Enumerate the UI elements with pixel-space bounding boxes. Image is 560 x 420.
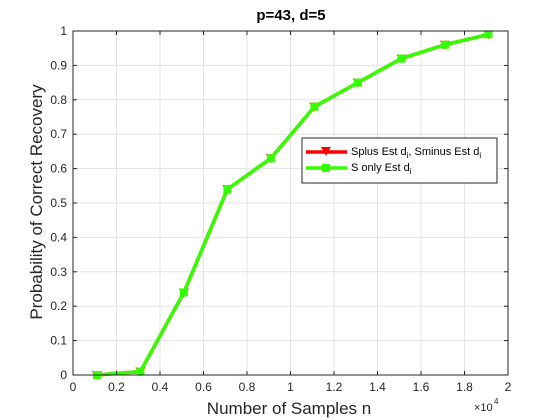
y-tick-label: 0.5: [50, 196, 67, 210]
y-axis-label: Probability of Correct Recovery: [27, 84, 46, 320]
legend-label-2: S only Est di: [351, 162, 412, 176]
x-tick-label: 1: [287, 380, 294, 394]
data-point: [179, 288, 188, 297]
y-tick-label: 0.2: [50, 299, 67, 313]
x-multiplier-base: ×10: [474, 402, 493, 414]
x-tick-label: 1.2: [326, 380, 343, 394]
data-point: [136, 367, 145, 376]
data-point: [440, 40, 449, 49]
y-tick-label: 0.6: [50, 162, 67, 176]
x-tick-label: 1.4: [369, 380, 386, 394]
data-point: [310, 102, 319, 111]
x-tick-label: 1.6: [413, 380, 430, 394]
legend: Splus Est di, Sminus Est di S only Est d…: [301, 137, 498, 184]
data-point: [353, 78, 362, 87]
x-tick-label: 2: [505, 380, 512, 394]
y-tick-label: 1: [60, 24, 67, 38]
tick-labels: 0 0.2 0.4 0.6 0.8 1 1.2 1.4 1.6 1.8 2 0 0.1 0.2 0.3 0.4…: [50, 24, 511, 394]
y-tick-label: 0.1: [50, 334, 67, 348]
axes-box: [72, 30, 509, 376]
chart-title: p=43, d=5: [256, 7, 325, 24]
x-tick-label: 0.8: [239, 380, 256, 394]
legend-entry-2: S only Est di: [306, 162, 412, 176]
series-layer: [91, 30, 494, 380]
legend-entry-1: Splus Est di, Sminus Est di: [306, 146, 481, 160]
y-tick-label: 0.4: [50, 230, 67, 244]
axes-frame: [72, 30, 509, 376]
x-axis-multiplier: ×10 4: [474, 397, 499, 414]
x-tick-label: 1.8: [456, 380, 473, 394]
legend-marker-triangle-down: [321, 147, 331, 156]
legend-box: [301, 137, 498, 184]
legend-label-1: Splus Est di, Sminus Est di: [351, 146, 481, 160]
x-tick-label: 0.4: [152, 380, 169, 394]
y-tick-label: 0: [60, 368, 67, 382]
y-tick-label: 0.3: [50, 265, 67, 279]
legend-marker-square: [322, 164, 330, 172]
y-tick-label: 0.8: [50, 93, 67, 107]
data-point: [484, 30, 493, 39]
series-line: [96, 32, 489, 377]
x-tick-label: 0.2: [108, 380, 125, 394]
y-tick-label: 0.7: [50, 127, 67, 141]
data-point: [266, 154, 275, 163]
x-multiplier-exponent: 4: [494, 397, 499, 406]
x-axis-label: Number of Samples n: [207, 399, 371, 418]
data-point: [223, 185, 232, 194]
x-tick-label: 0: [70, 380, 77, 394]
data-point: [397, 54, 406, 63]
x-tick-label: 0.6: [195, 380, 212, 394]
y-tick-label: 0.9: [50, 58, 67, 72]
